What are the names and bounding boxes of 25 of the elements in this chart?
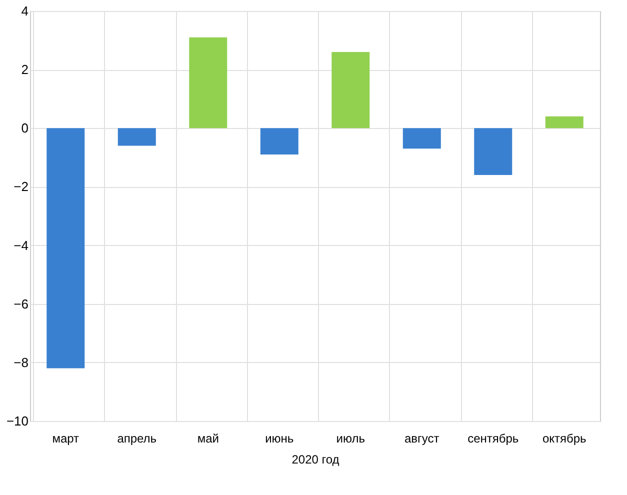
x-tick-label: сентябрь [468, 432, 519, 446]
bar [260, 128, 298, 154]
x-tick-label: апрель [117, 432, 157, 446]
x-tick-label: март [52, 432, 80, 446]
y-tick-label: −8 [14, 354, 28, 370]
bar [46, 128, 85, 368]
bar [118, 128, 156, 146]
bar [545, 116, 584, 128]
y-tick-label: −4 [14, 238, 28, 253]
x-tick-label: октябрь [542, 432, 586, 446]
bar [474, 128, 512, 175]
x-tick-label: май [197, 432, 219, 446]
y-tick-label: −2 [14, 179, 28, 194]
x-tick-label: июль [336, 432, 365, 446]
bar [332, 52, 370, 128]
y-tick-label: 0 [21, 120, 28, 136]
bar [189, 37, 228, 128]
y-tick-label: −10 [6, 414, 28, 428]
y-tick-label: −6 [14, 296, 28, 312]
y-tick-label: 2 [21, 62, 28, 78]
x-axis-title: 2020 год [292, 452, 340, 466]
x-tick-label: июнь [265, 432, 294, 446]
bar [402, 128, 441, 149]
x-tick-label: август [404, 432, 440, 446]
y-tick-label: 4 [21, 4, 28, 18]
